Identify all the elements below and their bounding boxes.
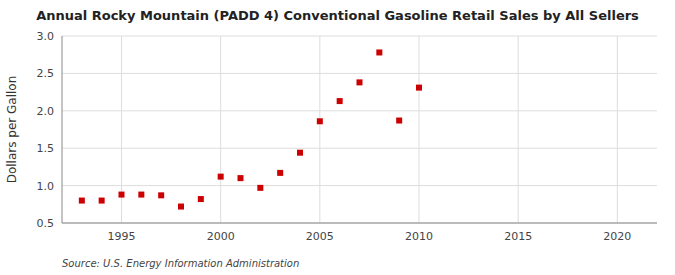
points	[79, 49, 422, 209]
y-grid-line	[62, 148, 657, 149]
title: Annual Rocky Mountain (PADD 4) Conventio…	[36, 8, 639, 23]
y-tick-label: 3.0	[37, 30, 55, 43]
y-grid-line	[62, 185, 657, 186]
chart: Annual Rocky Mountain (PADD 4) Conventio…	[0, 0, 675, 275]
y-grid-line	[62, 110, 657, 111]
y-tick-label: 0.5	[37, 217, 55, 230]
point	[99, 198, 105, 204]
point	[138, 192, 144, 198]
x-grid-line	[419, 36, 420, 223]
y-axis-line	[62, 36, 63, 223]
point	[416, 85, 422, 91]
point	[277, 170, 283, 176]
x-tick-label: 2020	[603, 230, 631, 243]
x-grid-line	[319, 36, 320, 223]
grid	[62, 36, 657, 223]
point	[317, 118, 323, 124]
x-tick-label: 2010	[405, 230, 433, 243]
y-tick-label: 2.0	[37, 105, 55, 118]
point	[218, 174, 224, 180]
point	[158, 192, 164, 198]
y-grid-line	[62, 223, 657, 224]
point	[297, 150, 303, 156]
point	[178, 204, 184, 210]
y-grid-line	[62, 36, 657, 37]
ticks: 0.5 1.0 1.5 2.0 2.5 3.0 1995 2000 2005 2010 2015 20…	[37, 30, 632, 243]
point	[119, 192, 125, 198]
y-tick-label: 2.5	[37, 67, 55, 80]
point	[376, 49, 382, 55]
point	[396, 118, 402, 124]
source-note: Source: U.S. Energy Information Administ…	[62, 258, 299, 269]
x-tick-label: 1995	[108, 230, 136, 243]
y-tick-label: 1.0	[37, 180, 55, 193]
y-grid-line	[62, 73, 657, 74]
point	[238, 175, 244, 181]
x-axis-line	[62, 223, 657, 224]
point	[79, 198, 85, 204]
x-tick-label: 2015	[504, 230, 532, 243]
point	[357, 79, 363, 85]
x-tick-label: 2005	[306, 230, 334, 243]
y-tick-label: 1.5	[37, 142, 55, 155]
x-grid-line	[220, 36, 221, 223]
x-tick-label: 2000	[207, 230, 235, 243]
x-grid-line	[518, 36, 519, 223]
point	[257, 185, 263, 191]
point	[337, 98, 343, 104]
point	[198, 196, 204, 202]
x-grid-line	[617, 36, 618, 223]
y-axis-label: Dollars per Gallon	[5, 76, 19, 184]
